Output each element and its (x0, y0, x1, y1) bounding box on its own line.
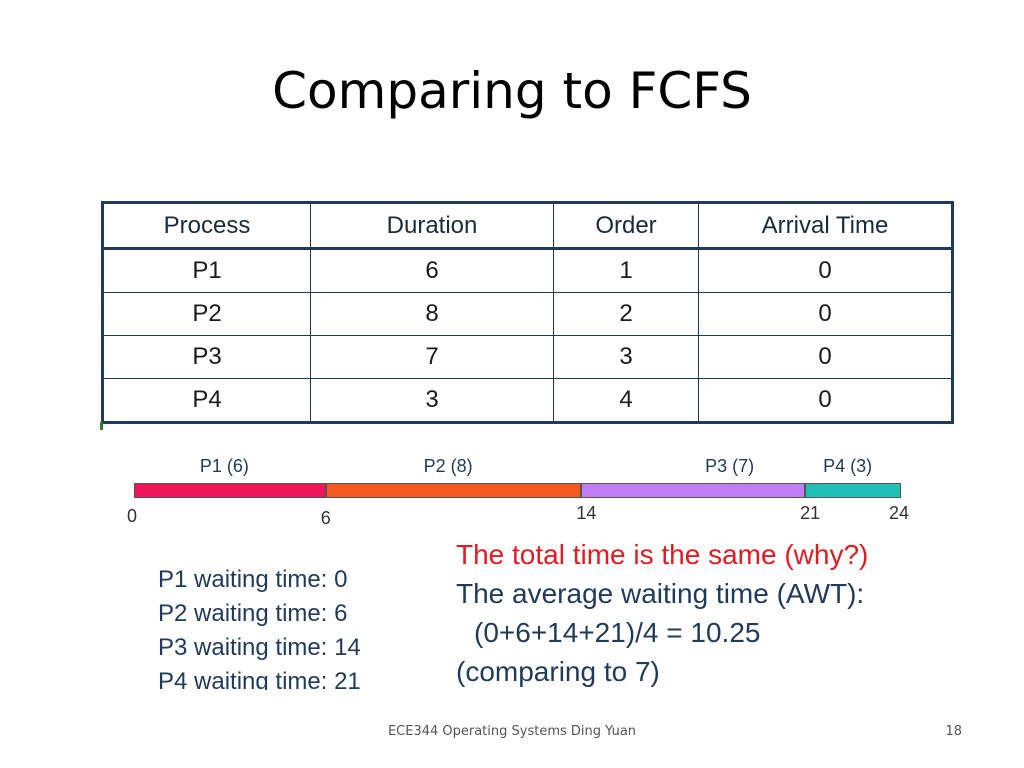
awt-label: The average waiting time (AWT): (456, 578, 865, 609)
cell-process: P3 (102, 335, 311, 379)
slide-title: Comparing to FCFS (272, 62, 752, 120)
gantt-tick-label: 21 (800, 503, 821, 523)
slide-footer: ECE344 Operating Systems Ding Yuan (387, 724, 637, 739)
cell-duration: 8 (310, 292, 554, 336)
waiting-time-p3: P3 waiting time: 14 (158, 634, 361, 661)
table-row: P2 8 2 0 (102, 292, 953, 336)
gantt-segment-label: P3 (7) (705, 456, 755, 476)
cell-process: P2 (102, 292, 311, 336)
cell-arrival-time: 0 (698, 292, 953, 336)
cell-process: P4 (102, 378, 311, 423)
cell-duration: 7 (310, 335, 554, 379)
gantt-segment (134, 483, 326, 498)
table-row: P1 6 1 0 (102, 248, 953, 293)
table-corner-mark (100, 422, 103, 430)
gantt-tick-label: 14 (576, 503, 597, 523)
header-duration: Duration (310, 202, 554, 250)
gantt-segment (325, 483, 582, 498)
header-order: Order (553, 202, 699, 250)
gantt-tick-label: 24 (889, 503, 910, 523)
header-process: Process (102, 202, 311, 250)
cell-order: 4 (553, 378, 699, 423)
header-arrival-time: Arrival Time (698, 202, 953, 250)
cell-process: P1 (102, 248, 311, 293)
total-time-note: The total time is the same (why?) (456, 539, 869, 570)
awt-formula: (0+6+14+21)/4 = 10.25 (474, 617, 761, 648)
gantt-tick-label: 6 (320, 508, 331, 528)
notes-block: The total time is the same (why?) The av… (456, 535, 868, 691)
cell-order: 1 (553, 248, 699, 293)
gantt-tick-label: 0 (127, 506, 138, 526)
waiting-time-list: P1 waiting time: 0 P2 waiting time: 6 P3… (158, 563, 361, 699)
cell-arrival-time: 0 (698, 248, 953, 293)
gantt-segment-label: P4 (3) (823, 456, 873, 476)
gantt-segment (805, 483, 901, 498)
slide-number: 18 (945, 724, 962, 739)
process-table: Process Duration Order Arrival Time P1 6… (101, 201, 954, 424)
table-row: P3 7 3 0 (102, 335, 953, 379)
cropped-area (100, 690, 1000, 720)
table-row: P4 3 4 0 (102, 378, 953, 423)
cell-order: 2 (553, 292, 699, 336)
cell-arrival-time: 0 (698, 335, 953, 379)
gantt-segment-label: P1 (6) (199, 456, 249, 476)
waiting-time-p1: P1 waiting time: 0 (158, 566, 348, 593)
gantt-segment-label: P2 (8) (423, 456, 473, 476)
gantt-chart: P1 (6) P2 (8) P3 (7) P4 (3) 0 6 14 21 24 (110, 450, 930, 530)
comparison-note: (comparing to 7) (456, 656, 660, 687)
cell-duration: 6 (310, 248, 554, 293)
table-header-row: Process Duration Order Arrival Time (102, 202, 953, 250)
gantt-segment (581, 483, 806, 498)
cell-duration: 3 (310, 378, 554, 423)
waiting-time-p2: P2 waiting time: 6 (158, 600, 348, 627)
cell-arrival-time: 0 (698, 378, 953, 423)
cell-order: 3 (553, 335, 699, 379)
